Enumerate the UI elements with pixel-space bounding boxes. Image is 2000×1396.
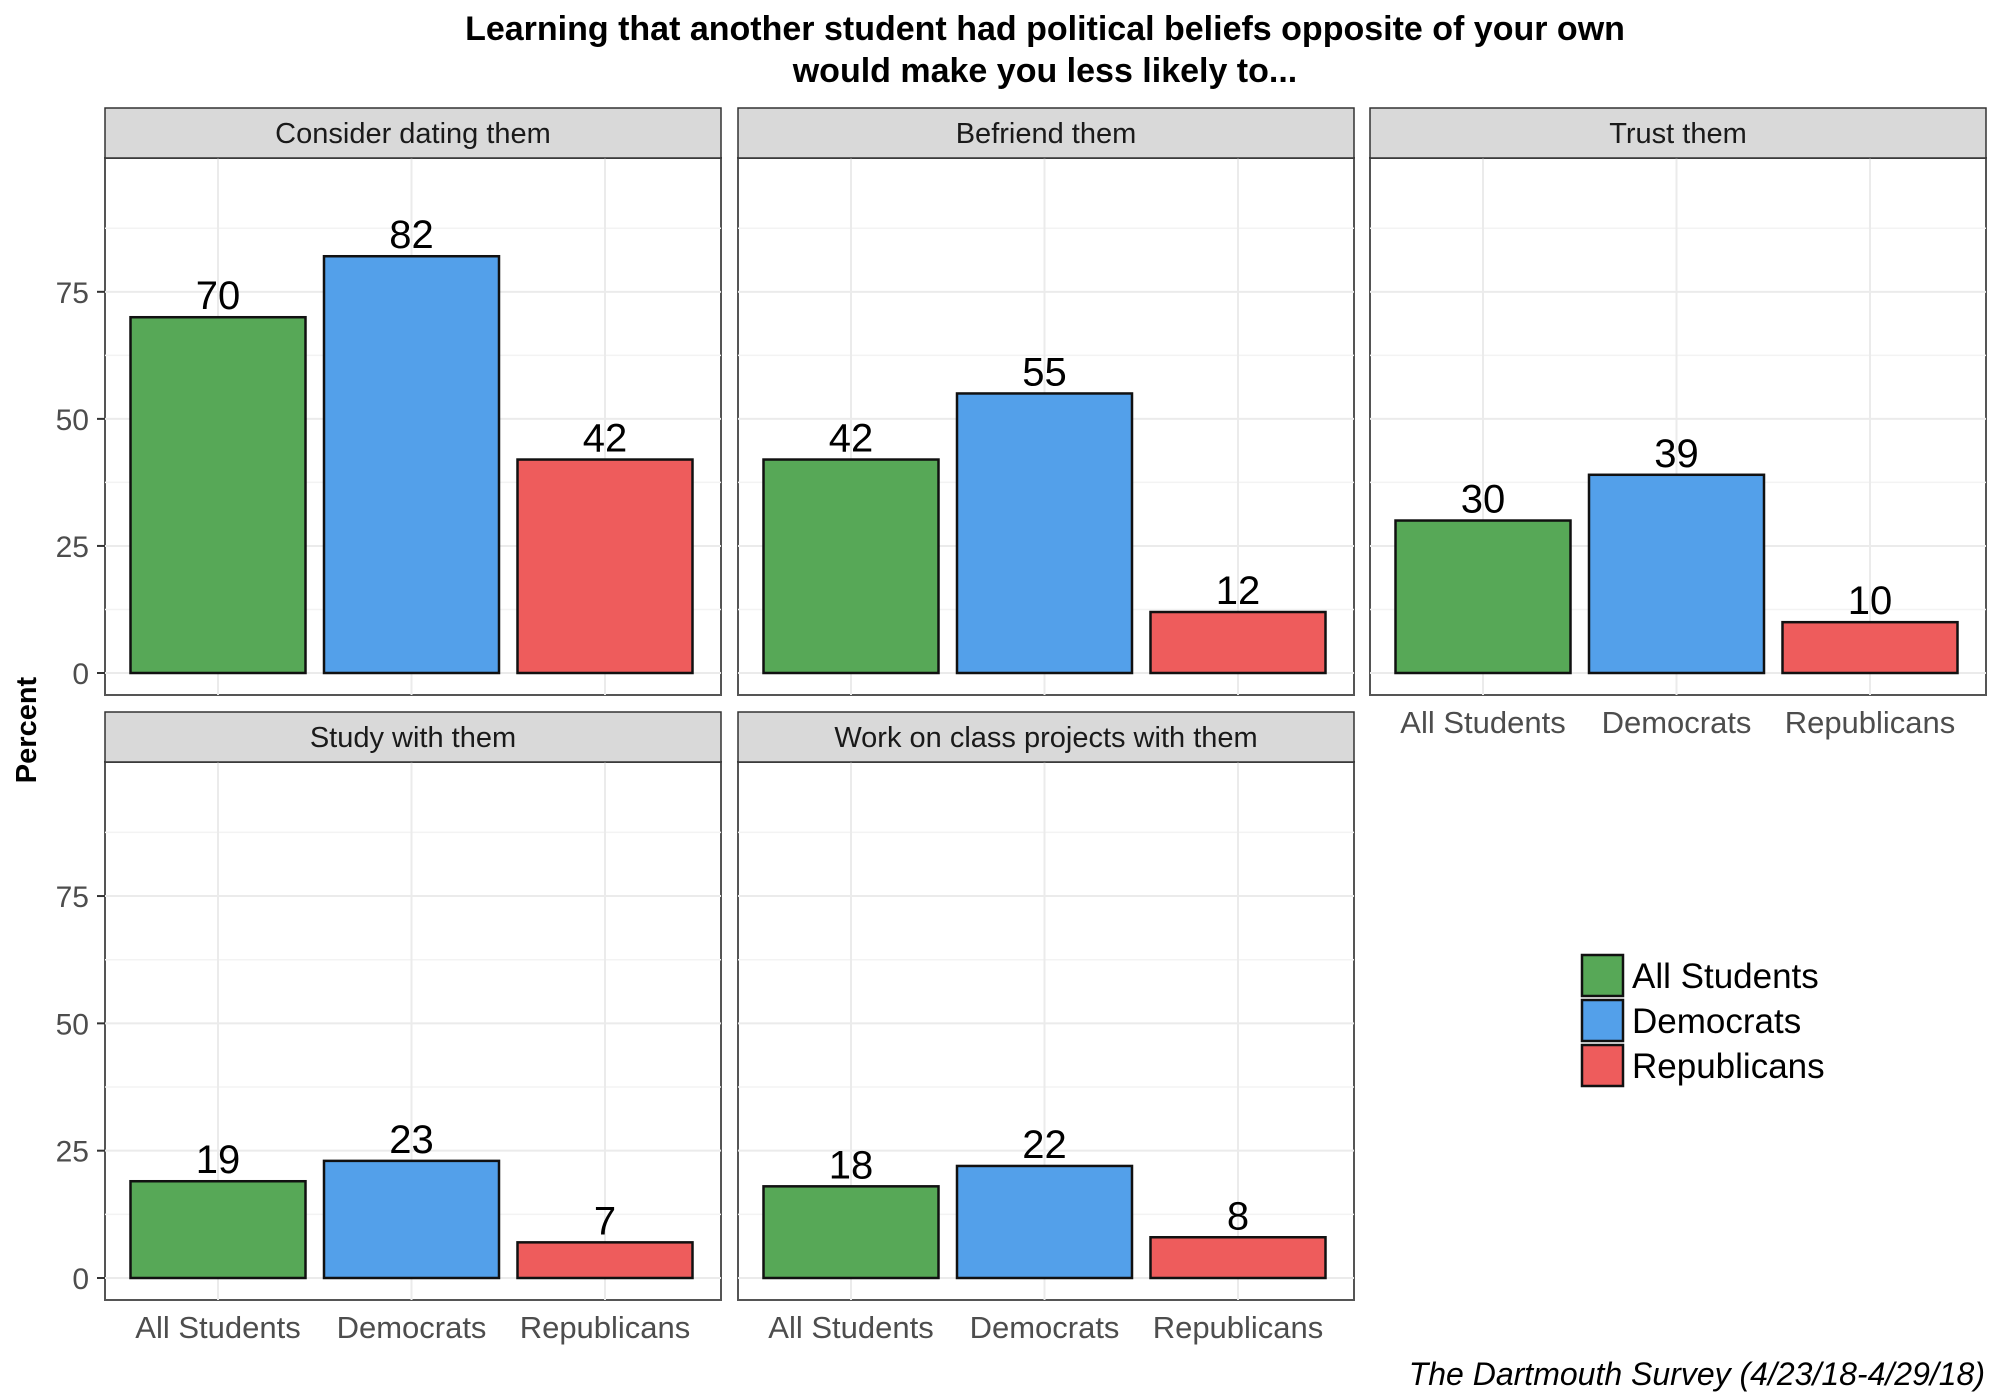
bar-all-students (762, 1185, 940, 1280)
bar-all-students (129, 1179, 307, 1280)
x-tick-label: All Students (1400, 705, 1565, 740)
data-label: 7 (594, 1199, 616, 1243)
bar-all-students (129, 315, 307, 675)
facet-strip (104, 711, 722, 763)
y-tick-label: 75 (56, 881, 89, 914)
bar-all-students (1394, 519, 1572, 675)
data-label: 22 (1022, 1123, 1067, 1167)
bar-republicans (1781, 620, 1959, 675)
facet-title: Befriend them (956, 118, 1137, 150)
facet-strip (1369, 107, 1987, 159)
bar-democrats (955, 392, 1134, 675)
data-label: 8 (1227, 1194, 1249, 1238)
data-label: 42 (829, 417, 874, 461)
facet-strip (737, 107, 1355, 159)
data-label: 70 (196, 274, 241, 318)
y-axis-label: Percent (11, 676, 43, 783)
y-tick-label: 75 (56, 277, 89, 310)
data-label: 12 (1216, 569, 1261, 613)
facet-panel: 0 25 50 75 70 82 42 Consider dating them (56, 107, 722, 696)
y-tick-label: 25 (56, 531, 89, 564)
x-tick-label: Republicans (520, 1310, 691, 1345)
bar-democrats (322, 254, 501, 675)
legend: All Students Democrats Republicans (1580, 953, 1825, 1088)
bar-republicans (1149, 610, 1327, 675)
facet-panel: 0 25 50 75 19 All Students 23 Democrats 7 Republi… (56, 711, 722, 1345)
data-label: 10 (1848, 579, 1893, 623)
bar-republicans (1149, 1236, 1327, 1280)
legend-swatch (1580, 953, 1625, 998)
bar-republicans (516, 1241, 694, 1280)
chart-title-line-2: would make you less likely to... (792, 52, 1298, 90)
bar-democrats (955, 1164, 1134, 1280)
y-tick-label: 50 (56, 404, 89, 437)
caption: The Dartmouth Survey (4/23/18-4/29/18) (1409, 1356, 1985, 1392)
chart-title-line-1: Learning that another student had politi… (465, 10, 1625, 48)
facet-panel: 42 55 12 Befriend them (737, 107, 1355, 696)
facet-strip (104, 107, 722, 159)
data-label: 55 (1022, 350, 1067, 394)
legend-label: All Students (1632, 957, 1819, 996)
facet-title: Consider dating them (275, 118, 551, 150)
legend-label: Republicans (1632, 1047, 1825, 1086)
x-tick-label: Democrats (337, 1310, 487, 1345)
data-label: 39 (1654, 432, 1699, 476)
data-label: 42 (583, 417, 628, 461)
data-label: 18 (829, 1143, 874, 1187)
facet-strip (737, 711, 1355, 763)
x-tick-label: Republicans (1153, 1310, 1324, 1345)
data-label: 30 (1461, 478, 1506, 522)
facet-title: Work on class projects with them (834, 722, 1257, 754)
facet-panel: 18 All Students 22 Democrats 8 Republicans Wor… (737, 711, 1355, 1345)
legend-swatch (1580, 998, 1625, 1043)
data-label: 82 (389, 213, 434, 257)
x-tick-label: Republicans (1785, 705, 1956, 740)
facet-panel: 30 All Students 39 Democrats 10 Republicans Tr… (1369, 107, 1987, 740)
data-label: 19 (196, 1138, 241, 1182)
bar-republicans (516, 458, 694, 675)
facet-title: Trust them (1609, 118, 1747, 150)
x-tick-label: All Students (135, 1310, 300, 1345)
x-tick-label: Democrats (970, 1310, 1120, 1345)
facet-title: Study with them (310, 722, 516, 754)
x-tick-label: Democrats (1602, 705, 1752, 740)
y-tick-label: 25 (56, 1136, 89, 1169)
y-tick-label: 0 (72, 658, 89, 691)
bar-democrats (1587, 473, 1766, 675)
bar-democrats (322, 1159, 501, 1280)
bar-all-students (762, 458, 940, 675)
legend-swatch (1580, 1043, 1625, 1088)
x-tick-label: All Students (768, 1310, 933, 1345)
data-label: 23 (389, 1118, 434, 1162)
y-tick-label: 50 (56, 1008, 89, 1041)
legend-label: Democrats (1632, 1002, 1801, 1041)
y-tick-label: 0 (72, 1263, 89, 1296)
